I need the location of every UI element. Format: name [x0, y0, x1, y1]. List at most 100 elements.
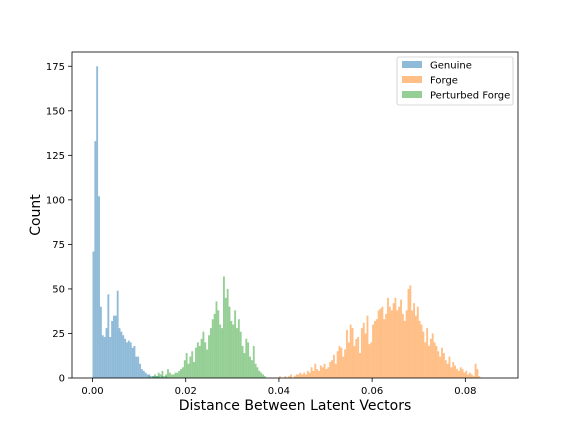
histogram-bar — [245, 338, 248, 378]
histogram-bar — [137, 356, 140, 378]
histogram-bar — [172, 374, 175, 378]
histogram-bar — [457, 370, 460, 378]
histogram-bar — [349, 324, 352, 378]
legend-label: Perturbed Forge — [430, 91, 510, 102]
histogram-bar — [185, 353, 188, 378]
histogram-bar — [340, 347, 343, 378]
histogram-bar — [388, 306, 391, 378]
histogram-bar — [99, 306, 102, 378]
histogram-bar — [325, 369, 328, 378]
histogram-bar — [308, 372, 311, 378]
histogram-bar — [290, 374, 292, 378]
histogram-bar — [373, 320, 376, 378]
histogram-bar — [122, 335, 125, 378]
y-tick-label: 75 — [52, 240, 65, 251]
histogram-bar — [288, 376, 291, 378]
x-tick-label: 0.06 — [361, 386, 383, 397]
histogram-bar — [217, 310, 220, 378]
histogram-bar — [187, 363, 190, 378]
histogram-bar — [256, 367, 259, 378]
histogram-bar — [163, 376, 166, 378]
histogram-bar — [450, 367, 453, 378]
x-axis-ticks: 0.00 0.02 0.04 0.06 0.08 — [81, 378, 476, 397]
histogram-bar — [228, 306, 231, 378]
histogram-bar — [381, 306, 384, 378]
histogram-bar — [400, 299, 402, 378]
histogram-bar — [357, 337, 360, 378]
histogram-bar — [189, 356, 192, 378]
histogram-bar — [213, 313, 216, 378]
y-tick-label: 100 — [46, 195, 65, 206]
histogram-bar — [105, 328, 108, 378]
histogram-bar — [167, 369, 169, 378]
histogram-bar — [398, 306, 401, 378]
histogram-bar — [368, 344, 371, 378]
histogram-bar — [262, 374, 264, 378]
histogram-bar — [223, 276, 225, 378]
plot-frame — [71, 51, 519, 379]
histogram-bar — [375, 319, 378, 378]
histogram-bar — [379, 308, 382, 378]
histogram-bar — [118, 328, 121, 378]
histogram-bar — [94, 141, 97, 378]
y-tick-label: 0 — [59, 374, 65, 385]
histogram-bar — [191, 351, 194, 378]
series-1-bars — [278, 285, 481, 378]
histogram-bar — [463, 372, 466, 378]
histogram-bar — [355, 338, 358, 378]
histogram-bar — [234, 310, 237, 378]
histogram-bar — [284, 376, 287, 378]
histogram-bar — [446, 363, 449, 378]
histogram-bar — [474, 363, 477, 378]
histogram-bar — [422, 331, 425, 378]
histogram-bar — [127, 340, 130, 378]
legend-swatch — [402, 76, 422, 83]
histogram-bar — [252, 345, 255, 378]
histogram-bar — [247, 342, 250, 378]
legend: Genuine Forge Perturbed Forge — [396, 56, 514, 106]
histogram-bar — [305, 374, 307, 378]
histogram-bar — [107, 294, 110, 378]
histogram-bar — [258, 370, 261, 378]
histogram-bar — [353, 345, 356, 378]
histogram-bar — [236, 328, 238, 378]
histogram-bar — [338, 345, 341, 378]
histogram-bar — [301, 374, 304, 378]
histogram-bar — [303, 372, 306, 378]
histogram-bar — [174, 372, 177, 378]
histogram-bar — [332, 354, 335, 378]
histogram-bar — [413, 303, 415, 378]
histogram-bar — [385, 313, 388, 378]
histogram-bar — [226, 288, 229, 378]
histogram-bar — [221, 328, 223, 378]
legend-label: Forge — [430, 76, 458, 87]
histogram-bar — [239, 331, 242, 378]
histogram-bar — [92, 251, 95, 378]
histogram-bar — [161, 370, 164, 378]
histogram-bar — [306, 370, 309, 378]
series-2-bars — [148, 276, 266, 378]
histogram-bar — [98, 196, 100, 378]
y-tick-label: 25 — [52, 329, 65, 340]
histogram-bar — [344, 349, 347, 378]
histogram-bar — [394, 297, 397, 378]
histogram-bar — [364, 333, 367, 378]
histogram-bar — [415, 315, 417, 378]
histogram-bar — [111, 320, 114, 378]
histogram-bar — [204, 342, 207, 378]
histogram-bars — [92, 66, 481, 378]
histogram-bar — [424, 342, 427, 378]
histogram-bar — [140, 369, 143, 378]
histogram-bar — [150, 376, 153, 378]
histogram-bar — [183, 360, 186, 378]
histogram-bar — [209, 328, 212, 378]
histogram-bar — [372, 324, 374, 378]
y-tick-label: 125 — [46, 151, 65, 162]
histogram-bar — [170, 374, 173, 378]
histogram-bar — [129, 342, 132, 378]
histogram-bar — [461, 369, 464, 378]
series-0-bars — [92, 66, 168, 378]
histogram-bar — [418, 320, 421, 378]
histogram-bar — [456, 369, 458, 378]
histogram-bar — [113, 315, 115, 378]
